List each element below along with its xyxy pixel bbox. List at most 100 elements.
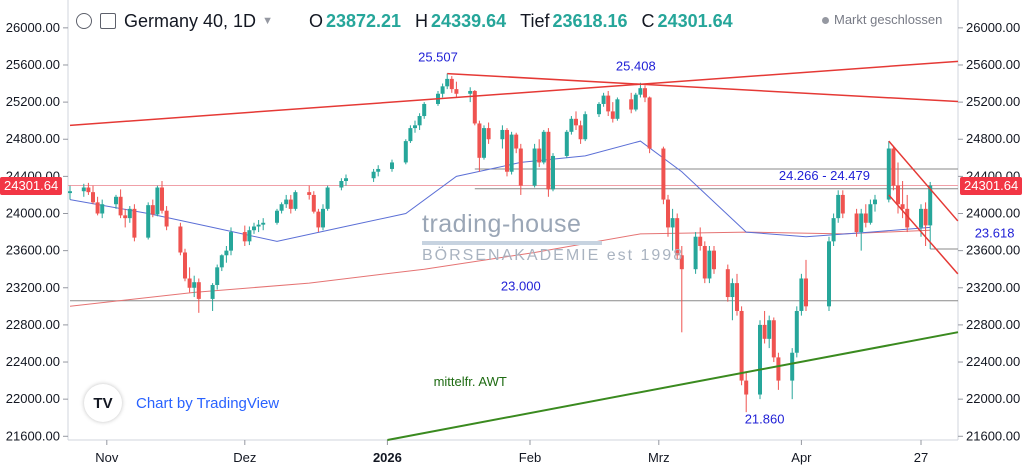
candle-body — [601, 95, 606, 104]
candle-body — [284, 199, 289, 205]
watermark: trading-house BÖRSENAKADEMIE est 1998 — [422, 210, 684, 265]
candle-body — [183, 252, 187, 279]
candle-body — [215, 267, 220, 285]
candle-body — [403, 141, 408, 163]
compare-icon[interactable] — [100, 13, 116, 29]
wedge-upper-trendline — [888, 140, 959, 222]
close-label: C — [641, 10, 655, 31]
candle-body — [390, 162, 394, 169]
candle-body — [537, 148, 542, 163]
candle-body — [472, 90, 477, 124]
candle-body — [252, 226, 256, 231]
candle-body — [229, 232, 233, 251]
candle-body — [486, 128, 491, 140]
candle-body — [293, 192, 298, 209]
candle-body — [633, 94, 638, 110]
candle-body — [275, 210, 279, 223]
candle-body — [546, 131, 551, 190]
candle-body — [891, 148, 896, 186]
candle-body — [247, 230, 252, 242]
candle-body — [574, 118, 578, 126]
collapse-icon[interactable] — [76, 13, 92, 29]
y-tick-label-right: 23200.00 — [966, 280, 1020, 295]
y-tick-label-left: 24000.00 — [6, 206, 60, 221]
candle-body — [854, 213, 859, 233]
candle-body — [675, 218, 680, 256]
y-tick-label-left: 22000.00 — [6, 391, 60, 406]
candle-body — [725, 269, 730, 298]
candle-body — [500, 129, 505, 140]
x-tick-label: Nov — [95, 450, 119, 465]
price-badge-right: 24301.64 — [960, 177, 1023, 195]
peak-25507-annotation: 25.507 — [418, 49, 458, 64]
chart-header: Germany 40, 1D ▼ O 23872.21 H 24339.64 T… — [76, 8, 733, 34]
candle-body — [629, 99, 634, 110]
x-tick-label: Feb — [519, 450, 541, 465]
candle-body — [670, 218, 675, 228]
candle-body — [873, 199, 877, 205]
candle-body — [868, 204, 873, 223]
branding-text[interactable]: Chart by TradingView — [136, 394, 280, 412]
candle-body — [919, 208, 923, 228]
candle-body — [900, 204, 905, 209]
candle-body — [316, 211, 321, 228]
candle-body — [886, 148, 891, 200]
candle-body — [518, 148, 523, 186]
candle-body — [509, 134, 514, 172]
candle-body — [132, 208, 137, 238]
tradingview-logo-icon[interactable]: TV — [84, 384, 122, 422]
candle-body — [827, 241, 831, 307]
symbol-title[interactable]: Germany 40, 1D — [124, 10, 257, 31]
candle-body — [376, 168, 381, 172]
y-tick-label-left: 23600.00 — [6, 243, 60, 258]
candle-body — [321, 208, 325, 228]
watermark-bar — [422, 241, 602, 245]
candle-body — [647, 97, 652, 149]
x-tick-label: Dez — [233, 450, 256, 465]
candle-body — [150, 205, 155, 215]
y-tick-label-right: 26000.00 — [966, 20, 1020, 35]
candle-body — [417, 116, 422, 126]
watermark-line1: trading-house — [422, 210, 582, 238]
candle-body — [307, 192, 312, 195]
candle-body — [735, 283, 739, 311]
candle-body — [408, 128, 413, 142]
x-tick-label: 2026 — [373, 450, 402, 465]
mid-term-uptrend-trendline — [387, 331, 959, 441]
y-tick-label-left: 23200.00 — [6, 280, 60, 295]
candle-body — [279, 204, 284, 211]
market-status-text: Markt geschlossen — [834, 12, 943, 27]
tradingview-branding[interactable]: TV Chart by TradingView — [84, 384, 279, 422]
candle-body — [178, 226, 183, 253]
low-21860-annotation: 21.860 — [745, 411, 785, 426]
chevron-down-icon[interactable]: ▼ — [262, 15, 273, 27]
candle-body — [744, 380, 749, 395]
y-tick-label-left: 22800.00 — [6, 317, 60, 332]
low-value: 23618.16 — [552, 10, 628, 31]
candle-body — [606, 95, 611, 112]
price-badge-left: 24301.64 — [0, 177, 63, 195]
candle-body — [86, 187, 91, 193]
candle-body — [196, 282, 201, 299]
open-label: O — [308, 10, 323, 31]
y-tick-label-right: 25600.00 — [966, 57, 1020, 72]
descending-top-trendline — [447, 72, 959, 103]
y-tick-label-right: 23600.00 — [966, 243, 1020, 258]
candle-body — [468, 90, 473, 94]
candle-body — [923, 208, 928, 226]
candle-body — [192, 282, 197, 288]
y-tick-label-left: 22400.00 — [6, 354, 60, 369]
candle-body — [242, 232, 247, 242]
candle-body — [146, 205, 151, 238]
candle-body — [679, 255, 684, 270]
mid-term-awt-annotation: mittelfr. AWT — [434, 374, 507, 389]
watermark-line2: BÖRSENAKADEMIE est 1998 — [422, 247, 685, 264]
candle-body — [541, 131, 546, 163]
candle-body — [758, 324, 762, 395]
candle-body — [615, 99, 620, 119]
candle-body — [288, 199, 293, 209]
candle-body — [91, 192, 95, 203]
candle-body — [339, 181, 344, 188]
y-tick-label-left: 25600.00 — [6, 57, 60, 72]
